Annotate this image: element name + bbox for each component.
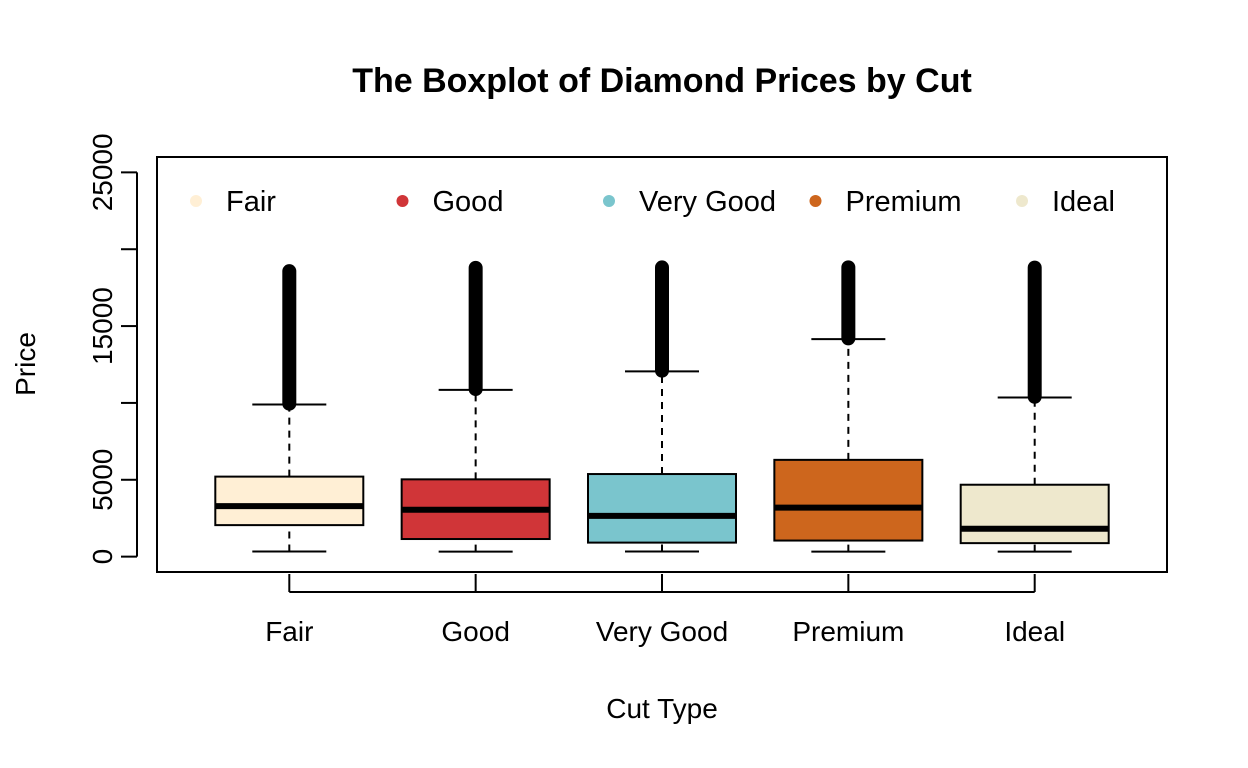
legend-label: Very Good — [639, 186, 776, 218]
x-tick-label: Good — [441, 616, 510, 647]
legend-label: Good — [433, 186, 504, 218]
y-tick-label: 25000 — [87, 133, 118, 211]
legend-label: Ideal — [1052, 186, 1115, 218]
x-tick-label: Fair — [265, 616, 313, 647]
box-group — [587, 260, 737, 553]
box-group — [214, 264, 365, 553]
y-tick-label: 0 — [87, 549, 118, 565]
legend-marker — [1016, 195, 1028, 207]
y-tick-label: 5000 — [87, 449, 118, 511]
legend-marker — [603, 195, 615, 207]
chart-title: The Boxplot of Diamond Prices by Cut — [352, 62, 972, 100]
box — [959, 483, 1110, 545]
box — [773, 458, 924, 542]
box — [214, 475, 365, 527]
y-axis-label: Price — [10, 332, 41, 396]
box-group — [400, 260, 551, 553]
y-tick-label: 15000 — [87, 287, 118, 365]
box-group — [959, 260, 1110, 553]
legend-label: Premium — [846, 186, 962, 218]
box-group — [773, 260, 924, 553]
plot-frame — [156, 156, 1168, 573]
legend-marker — [809, 195, 822, 207]
legend: Fair Good Very Good Premium Ideal — [190, 186, 1115, 218]
x-tick-label: Ideal — [1004, 616, 1065, 647]
legend-label: Fair — [226, 186, 276, 218]
boxes — [214, 260, 1110, 553]
x-tick-label: Very Good — [596, 616, 728, 647]
box — [587, 473, 737, 544]
x-axis: Fair Good Very Good Premium Ideal — [265, 574, 1065, 647]
y-axis: 0 5000 15000 25000 — [87, 133, 138, 565]
legend-marker — [190, 195, 202, 207]
x-axis-label: Cut Type — [606, 693, 718, 724]
legend-marker — [396, 195, 409, 207]
x-tick-label: Premium — [792, 616, 904, 647]
